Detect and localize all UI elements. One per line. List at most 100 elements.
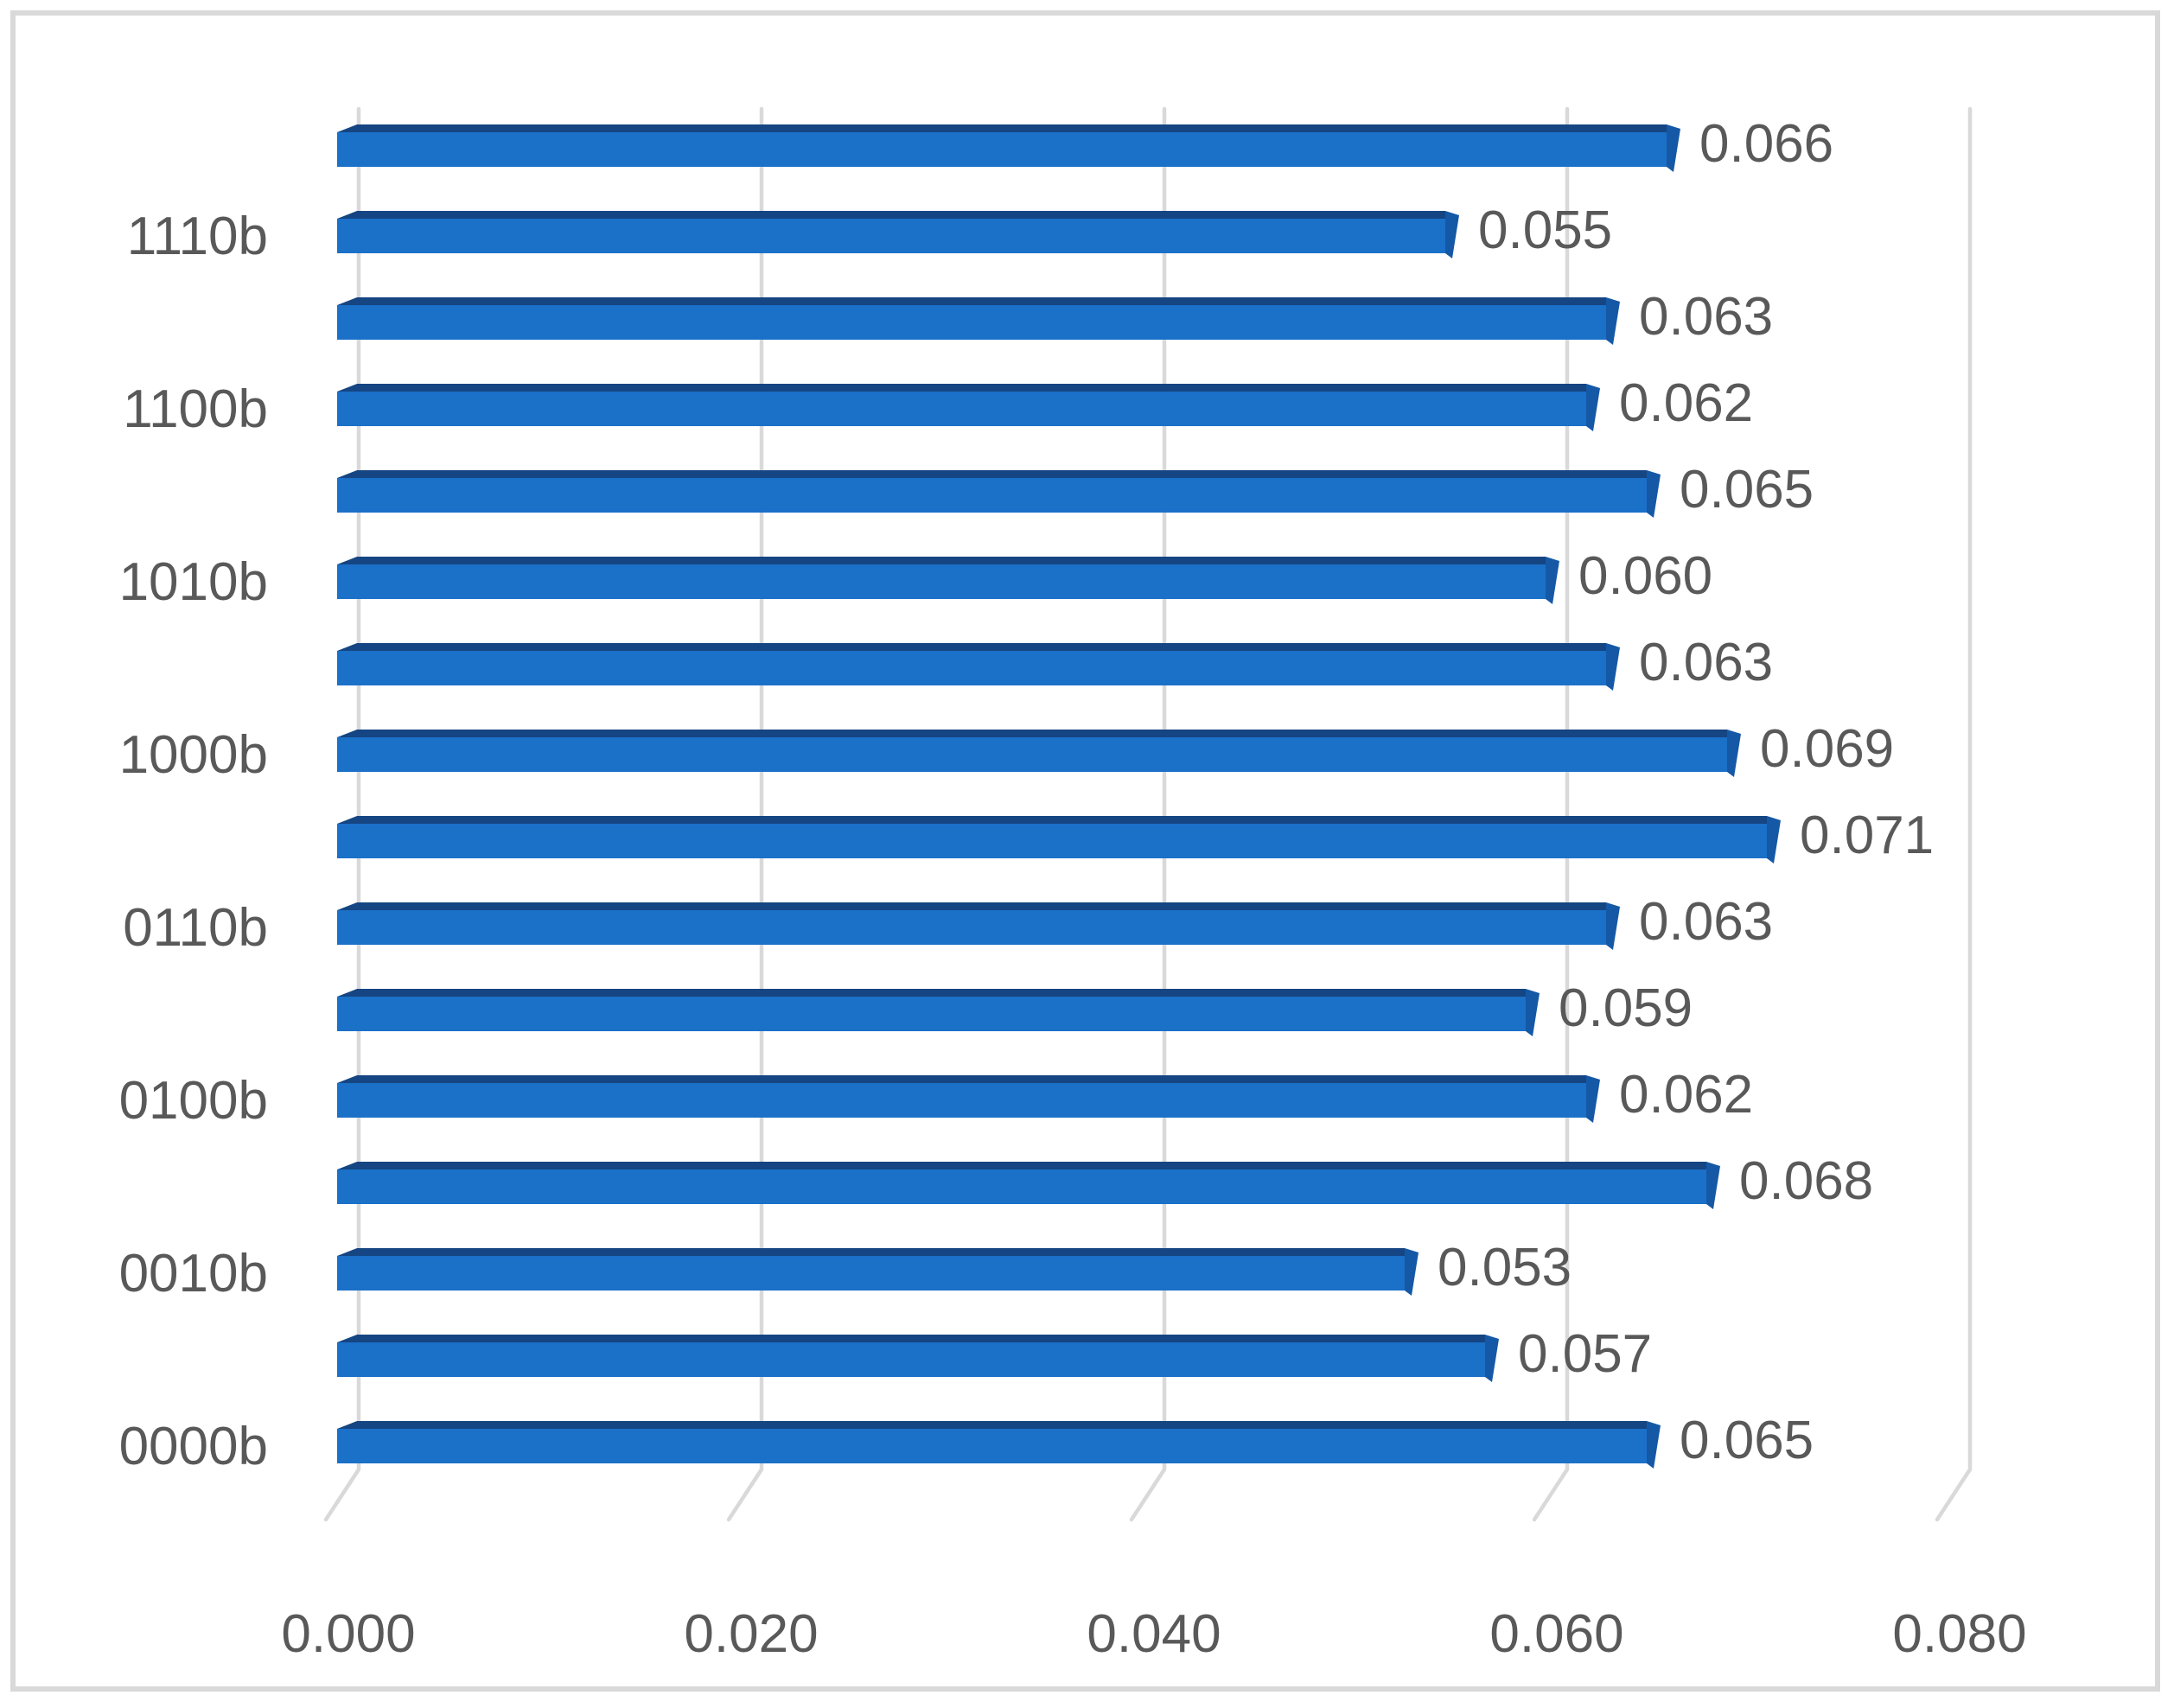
category-label-1000b: 1000b bbox=[118, 725, 268, 785]
bar-13 bbox=[337, 1248, 1419, 1296]
category-label-1010b: 1010b bbox=[118, 552, 268, 612]
bar-0 bbox=[337, 124, 1680, 172]
bar-row-11 bbox=[337, 1075, 1605, 1125]
bar-2 bbox=[337, 297, 1620, 345]
bar-front-face bbox=[337, 910, 1606, 945]
bar-top-face bbox=[337, 816, 1767, 824]
bar-end-face bbox=[1606, 297, 1620, 345]
bar-top-face bbox=[337, 470, 1647, 478]
bar-8 bbox=[337, 816, 1781, 864]
bar-front-face bbox=[337, 219, 1445, 253]
data-label-7: 0.069 bbox=[1760, 719, 1895, 779]
bar-row-1 bbox=[337, 211, 1464, 260]
data-label-13: 0.053 bbox=[1438, 1238, 1572, 1297]
bar-top-face bbox=[337, 989, 1526, 997]
bar-5 bbox=[337, 557, 1559, 604]
bar-row-5 bbox=[337, 557, 1565, 606]
bar-row-6 bbox=[337, 643, 1625, 692]
bar-9 bbox=[337, 902, 1620, 950]
x-tick-0.060: 0.060 bbox=[1489, 1604, 1624, 1664]
bar-end-face bbox=[1405, 1248, 1419, 1296]
bar-end-face bbox=[1727, 730, 1741, 777]
bar-front-face bbox=[337, 1169, 1706, 1204]
bar-top-face bbox=[337, 1248, 1405, 1256]
bar-end-face bbox=[1546, 557, 1559, 604]
bar-front-face bbox=[337, 997, 1526, 1031]
bar-end-face bbox=[1647, 1421, 1661, 1469]
bar-front-face bbox=[337, 737, 1727, 772]
bar-end-face bbox=[1767, 816, 1781, 864]
bar-end-face bbox=[1445, 211, 1459, 258]
bar-front-face bbox=[337, 305, 1606, 340]
data-label-2: 0.063 bbox=[1639, 287, 1774, 347]
data-label-15: 0.065 bbox=[1680, 1411, 1814, 1470]
bar-front-face bbox=[337, 132, 1667, 167]
bar-front-face bbox=[337, 1256, 1405, 1291]
data-label-0: 0.066 bbox=[1699, 114, 1834, 174]
category-label-0000b: 0000b bbox=[118, 1417, 268, 1476]
bar-3 bbox=[337, 384, 1600, 431]
bar-front-face bbox=[337, 564, 1546, 599]
bar-1 bbox=[337, 211, 1459, 258]
category-label-1100b: 1100b bbox=[123, 379, 268, 439]
bar-10 bbox=[337, 989, 1540, 1036]
bar-top-face bbox=[337, 902, 1606, 910]
bar-end-face bbox=[1586, 384, 1600, 431]
bar-front-face bbox=[337, 392, 1586, 426]
category-label-0110b: 0110b bbox=[123, 898, 268, 958]
data-label-11: 0.062 bbox=[1619, 1065, 1754, 1125]
category-label-1110b: 1110b bbox=[126, 207, 268, 266]
bar-top-face bbox=[337, 557, 1546, 564]
bar-front-face bbox=[337, 1429, 1647, 1463]
bar-front-face bbox=[337, 1083, 1586, 1118]
bar-front-face bbox=[337, 1342, 1485, 1377]
category-label-0010b: 0010b bbox=[118, 1244, 268, 1303]
bar-row-4 bbox=[337, 470, 1666, 519]
bar-end-face bbox=[1706, 1162, 1720, 1209]
bar-top-face bbox=[337, 384, 1586, 392]
x-tick-0.020: 0.020 bbox=[684, 1604, 819, 1664]
bar-end-face bbox=[1485, 1335, 1499, 1382]
data-label-10: 0.059 bbox=[1559, 978, 1693, 1038]
data-label-3: 0.062 bbox=[1619, 373, 1754, 433]
x-tick-0.080: 0.080 bbox=[1892, 1604, 2027, 1664]
bar-end-face bbox=[1606, 643, 1620, 691]
bar-top-face bbox=[337, 1075, 1586, 1083]
bar-15 bbox=[337, 1421, 1661, 1469]
bar-12 bbox=[337, 1162, 1720, 1209]
bar-6 bbox=[337, 643, 1620, 691]
bar-top-face bbox=[337, 1162, 1706, 1169]
bar-top-face bbox=[337, 643, 1606, 651]
data-label-6: 0.063 bbox=[1639, 633, 1774, 692]
bar-end-face bbox=[1606, 902, 1620, 950]
x-tick-0.000: 0.000 bbox=[281, 1604, 416, 1664]
data-label-14: 0.057 bbox=[1518, 1324, 1653, 1384]
bar-top-face bbox=[337, 1335, 1485, 1342]
data-label-12: 0.068 bbox=[1739, 1151, 1874, 1211]
bar-end-face bbox=[1526, 989, 1540, 1036]
bar-front-face bbox=[337, 824, 1767, 858]
bar-top-face bbox=[337, 211, 1445, 219]
bar-row-8 bbox=[337, 816, 1786, 865]
gridline-0.080 bbox=[1935, 106, 1973, 1522]
bar-row-9 bbox=[337, 902, 1625, 952]
bar-top-face bbox=[337, 730, 1727, 737]
bar-row-0 bbox=[337, 124, 1686, 174]
data-label-5: 0.060 bbox=[1578, 546, 1713, 606]
data-label-4: 0.065 bbox=[1680, 460, 1814, 519]
bar-row-7 bbox=[337, 730, 1746, 779]
bar-end-face bbox=[1667, 124, 1680, 172]
data-label-1: 0.055 bbox=[1478, 201, 1613, 260]
bar-front-face bbox=[337, 478, 1647, 513]
bar-top-face bbox=[337, 124, 1667, 132]
bar-row-3 bbox=[337, 384, 1605, 433]
bar-row-14 bbox=[337, 1335, 1504, 1384]
gridline-0.060 bbox=[1532, 106, 1570, 1522]
bar-top-face bbox=[337, 297, 1606, 305]
bar-top-face bbox=[337, 1421, 1647, 1429]
bar-7 bbox=[337, 730, 1741, 777]
bar-14 bbox=[337, 1335, 1499, 1382]
bar-row-15 bbox=[337, 1421, 1666, 1470]
data-label-9: 0.063 bbox=[1639, 892, 1774, 952]
